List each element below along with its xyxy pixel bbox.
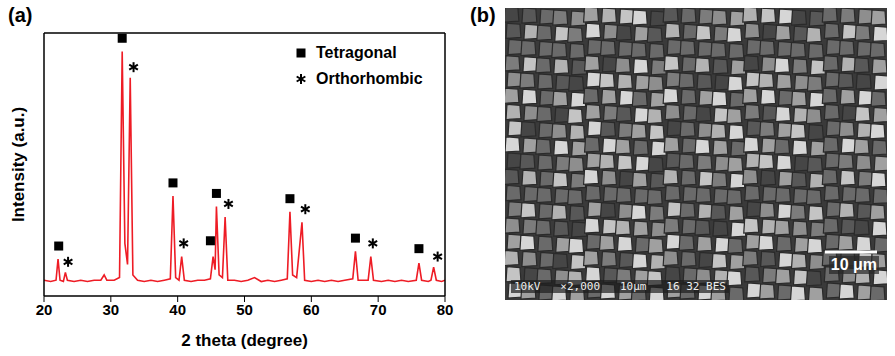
svg-text:Intensity (a.u.): Intensity (a.u.) <box>9 107 28 222</box>
html-text:10 μm: 10 μm <box>830 256 877 273</box>
svg-text:70: 70 <box>370 301 387 318</box>
svg-text:2 theta (degree): 2 theta (degree) <box>181 331 308 350</box>
svg-text:30: 30 <box>102 301 119 318</box>
svg-text:50: 50 <box>236 301 253 318</box>
svg-text:40: 40 <box>169 301 186 318</box>
svg-text:80: 80 <box>437 301 454 318</box>
html-text:Tetragonal: Tetragonal <box>316 44 397 61</box>
html-text:Orthorhombic: Orthorhombic <box>316 70 423 87</box>
html-text:(b): (b) <box>470 4 496 26</box>
html-text:(a): (a) <box>8 4 33 26</box>
svg-text:20: 20 <box>36 301 53 318</box>
html-text:10kV ×2,000 10μm 16 32 BES: 10kV ×2,000 10μm 16 32 BES <box>514 280 726 293</box>
svg-text:60: 60 <box>303 301 320 318</box>
